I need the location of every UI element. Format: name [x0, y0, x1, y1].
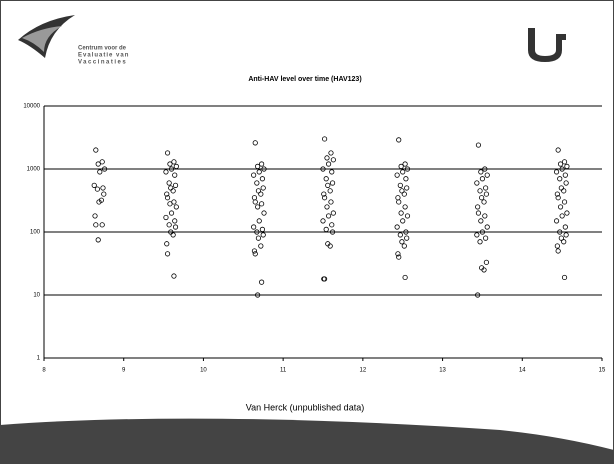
logo-text: Centrum voor de — [78, 46, 127, 52]
y-tick-label: 1000 — [27, 167, 41, 173]
x-tick-label: 15 — [599, 368, 606, 374]
y-tick-label: 10 — [33, 293, 40, 299]
y-tick-label: 10000 — [23, 104, 40, 110]
footer: Van Herck (unpublished data) — [246, 402, 364, 412]
chart-title: Anti-HAV level over time (HAV123) — [248, 76, 361, 83]
x-tick-label: 11 — [280, 368, 287, 374]
logo-text: Evaluatie van — [78, 53, 129, 59]
x-tick-label: 14 — [519, 368, 526, 374]
x-tick-label: 10 — [200, 368, 207, 374]
slide: Centrum voor de Evaluatie van Vaccinatie… — [0, 0, 614, 464]
logo-text: Vaccinaties — [78, 60, 127, 66]
page: {"slide": {"logo_text": ["Centrum voor d… — [0, 0, 614, 464]
y-tick-label: 100 — [30, 230, 41, 236]
x-tick-label: 13 — [439, 368, 446, 374]
x-tick-label: 12 — [360, 368, 367, 374]
